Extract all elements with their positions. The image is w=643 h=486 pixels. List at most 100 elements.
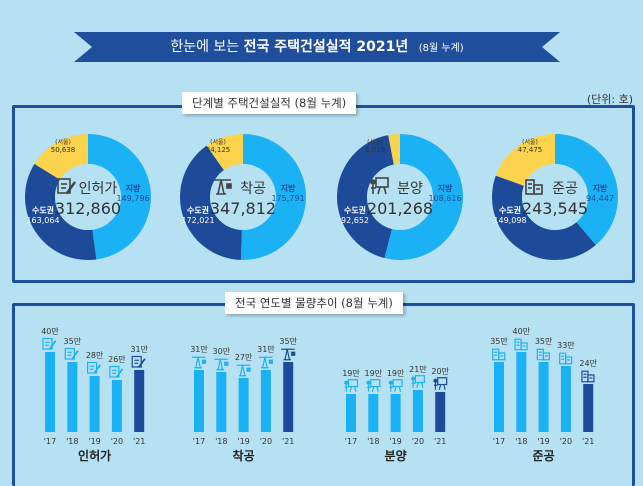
year-tick-label: '17 <box>44 437 56 446</box>
donut-slice-local <box>384 134 464 260</box>
bar-value-label: 19만 <box>387 369 405 378</box>
donut-capital-label: 수도권 <box>344 205 366 215</box>
donut-slice-local <box>88 134 151 260</box>
year-tick-label: '20 <box>412 437 424 446</box>
buildings-icon <box>581 370 595 383</box>
bar-value-label: 35만 <box>64 337 82 346</box>
donut-capital-value: 163,064 <box>26 216 59 225</box>
donut-capital-value: 149,098 <box>493 216 526 225</box>
donut-capital-value: 92,652 <box>341 216 369 225</box>
bar-value-label: 30만 <box>213 347 231 356</box>
crane-icon <box>281 348 296 361</box>
bar <box>45 352 55 432</box>
donut-local-label: 지방 <box>593 183 608 193</box>
donut-total: 201,268 <box>367 199 433 218</box>
donut-total: 312,860 <box>55 199 121 218</box>
year-tick-label: '19 <box>88 437 100 446</box>
donut-slice-local <box>240 134 306 260</box>
donut-slice-local <box>555 134 619 245</box>
year-tick-label: '19 <box>389 437 401 446</box>
bar-value-label: 24만 <box>579 359 597 368</box>
donut-local-value: 108,616 <box>428 194 461 203</box>
donut-seoul-value: 50,638 <box>51 146 76 154</box>
donut-capital-label: 수도권 <box>187 205 209 215</box>
bar <box>560 366 571 432</box>
buildings-icon <box>525 179 543 195</box>
donut-hole <box>522 164 588 230</box>
year-tick-label: '17 <box>193 437 205 446</box>
bar <box>368 394 379 432</box>
bar <box>111 380 122 432</box>
donut-stage-label: 인허가 <box>79 181 118 197</box>
bar-value-label: 28만 <box>86 351 104 360</box>
donut-seoul-label: (서울) <box>55 138 71 146</box>
donut-local-value: 149,796 <box>116 194 149 203</box>
donut-hole <box>55 164 121 230</box>
donut-capital-label: 수도권 <box>499 205 521 215</box>
year-tick-label: '19 <box>237 437 249 446</box>
bar-value-label: 21만 <box>409 365 427 374</box>
donut-seoul-label: (서울) <box>367 138 383 146</box>
donut-slice-capital <box>179 145 242 260</box>
bar-value-label: 35만 <box>535 337 553 346</box>
bar <box>260 370 271 432</box>
year-tick-label: '18 <box>367 437 379 446</box>
bar <box>538 362 549 432</box>
document-pen-icon <box>57 178 76 194</box>
bar-value-label: 35만 <box>279 337 297 346</box>
bar-group-label: 인허가 <box>78 448 111 463</box>
bar <box>412 390 423 432</box>
crane-icon <box>192 356 207 369</box>
title-pre: 한눈에 보는 <box>170 39 240 55</box>
yearly-section-title: 전국 연도별 물량추이 (8월 누계) <box>225 292 403 314</box>
document-pen-icon <box>86 361 102 374</box>
bar-value-label: 40만 <box>513 327 531 336</box>
bar <box>390 394 401 432</box>
donut-capital-value: 172,021 <box>181 216 214 225</box>
bar-group-label: 분양 <box>385 448 407 463</box>
bar <box>494 362 504 432</box>
donut-local-label: 지방 <box>438 183 453 193</box>
bar-value-label: 19만 <box>365 369 383 378</box>
year-tick-label: '18 <box>215 437 227 446</box>
donut-local-value: 94,447 <box>586 194 614 203</box>
bar <box>238 378 249 432</box>
bar <box>194 370 204 432</box>
bar <box>134 370 145 432</box>
crane-icon <box>258 356 273 369</box>
buildings-icon <box>492 348 506 361</box>
donut-hole <box>367 164 433 230</box>
donut-capital-label: 수도권 <box>32 205 54 215</box>
donut-slice-capital <box>492 175 596 261</box>
year-tick-label: '18 <box>515 437 527 446</box>
donut-seoul-value: 47,475 <box>518 146 543 154</box>
presenter-board-icon <box>370 177 389 195</box>
title-banner: 한눈에 보는 전국 주택건설실적 2021년 (8월 누계) <box>74 32 560 62</box>
donut-seoul-label: (서울) <box>522 138 538 146</box>
stage-section-title: 단계별 주택건설실적 (8월 누계) <box>182 92 357 114</box>
buildings-icon <box>536 348 550 361</box>
year-tick-label: '17 <box>345 437 357 446</box>
presenter-board-icon <box>433 377 448 390</box>
presenter-board-icon <box>388 379 403 392</box>
bar-value-label: 20만 <box>431 367 449 376</box>
bar-value-label: 31만 <box>190 345 208 354</box>
donut-seoul-value: 34,125 <box>206 146 231 154</box>
donut-hole <box>210 164 276 230</box>
bar-group-label: 착공 <box>233 448 255 463</box>
presenter-board-icon <box>344 379 359 392</box>
year-tick-label: '17 <box>493 437 505 446</box>
bar-value-label: 19만 <box>342 369 360 378</box>
bar <box>283 362 294 432</box>
donut-stage-label: 준공 <box>552 181 578 197</box>
donut-slice-seoul <box>206 134 243 171</box>
donut-local-label: 지방 <box>281 183 296 193</box>
donut-seoul-value: 6,018 <box>365 146 385 154</box>
bar-group-label: 준공 <box>533 449 555 463</box>
buildings-icon <box>514 338 528 351</box>
donut-local-label: 지방 <box>126 183 141 193</box>
bar-value-label: 31만 <box>130 345 148 354</box>
year-tick-label: '20 <box>111 437 123 446</box>
bar <box>89 376 100 432</box>
